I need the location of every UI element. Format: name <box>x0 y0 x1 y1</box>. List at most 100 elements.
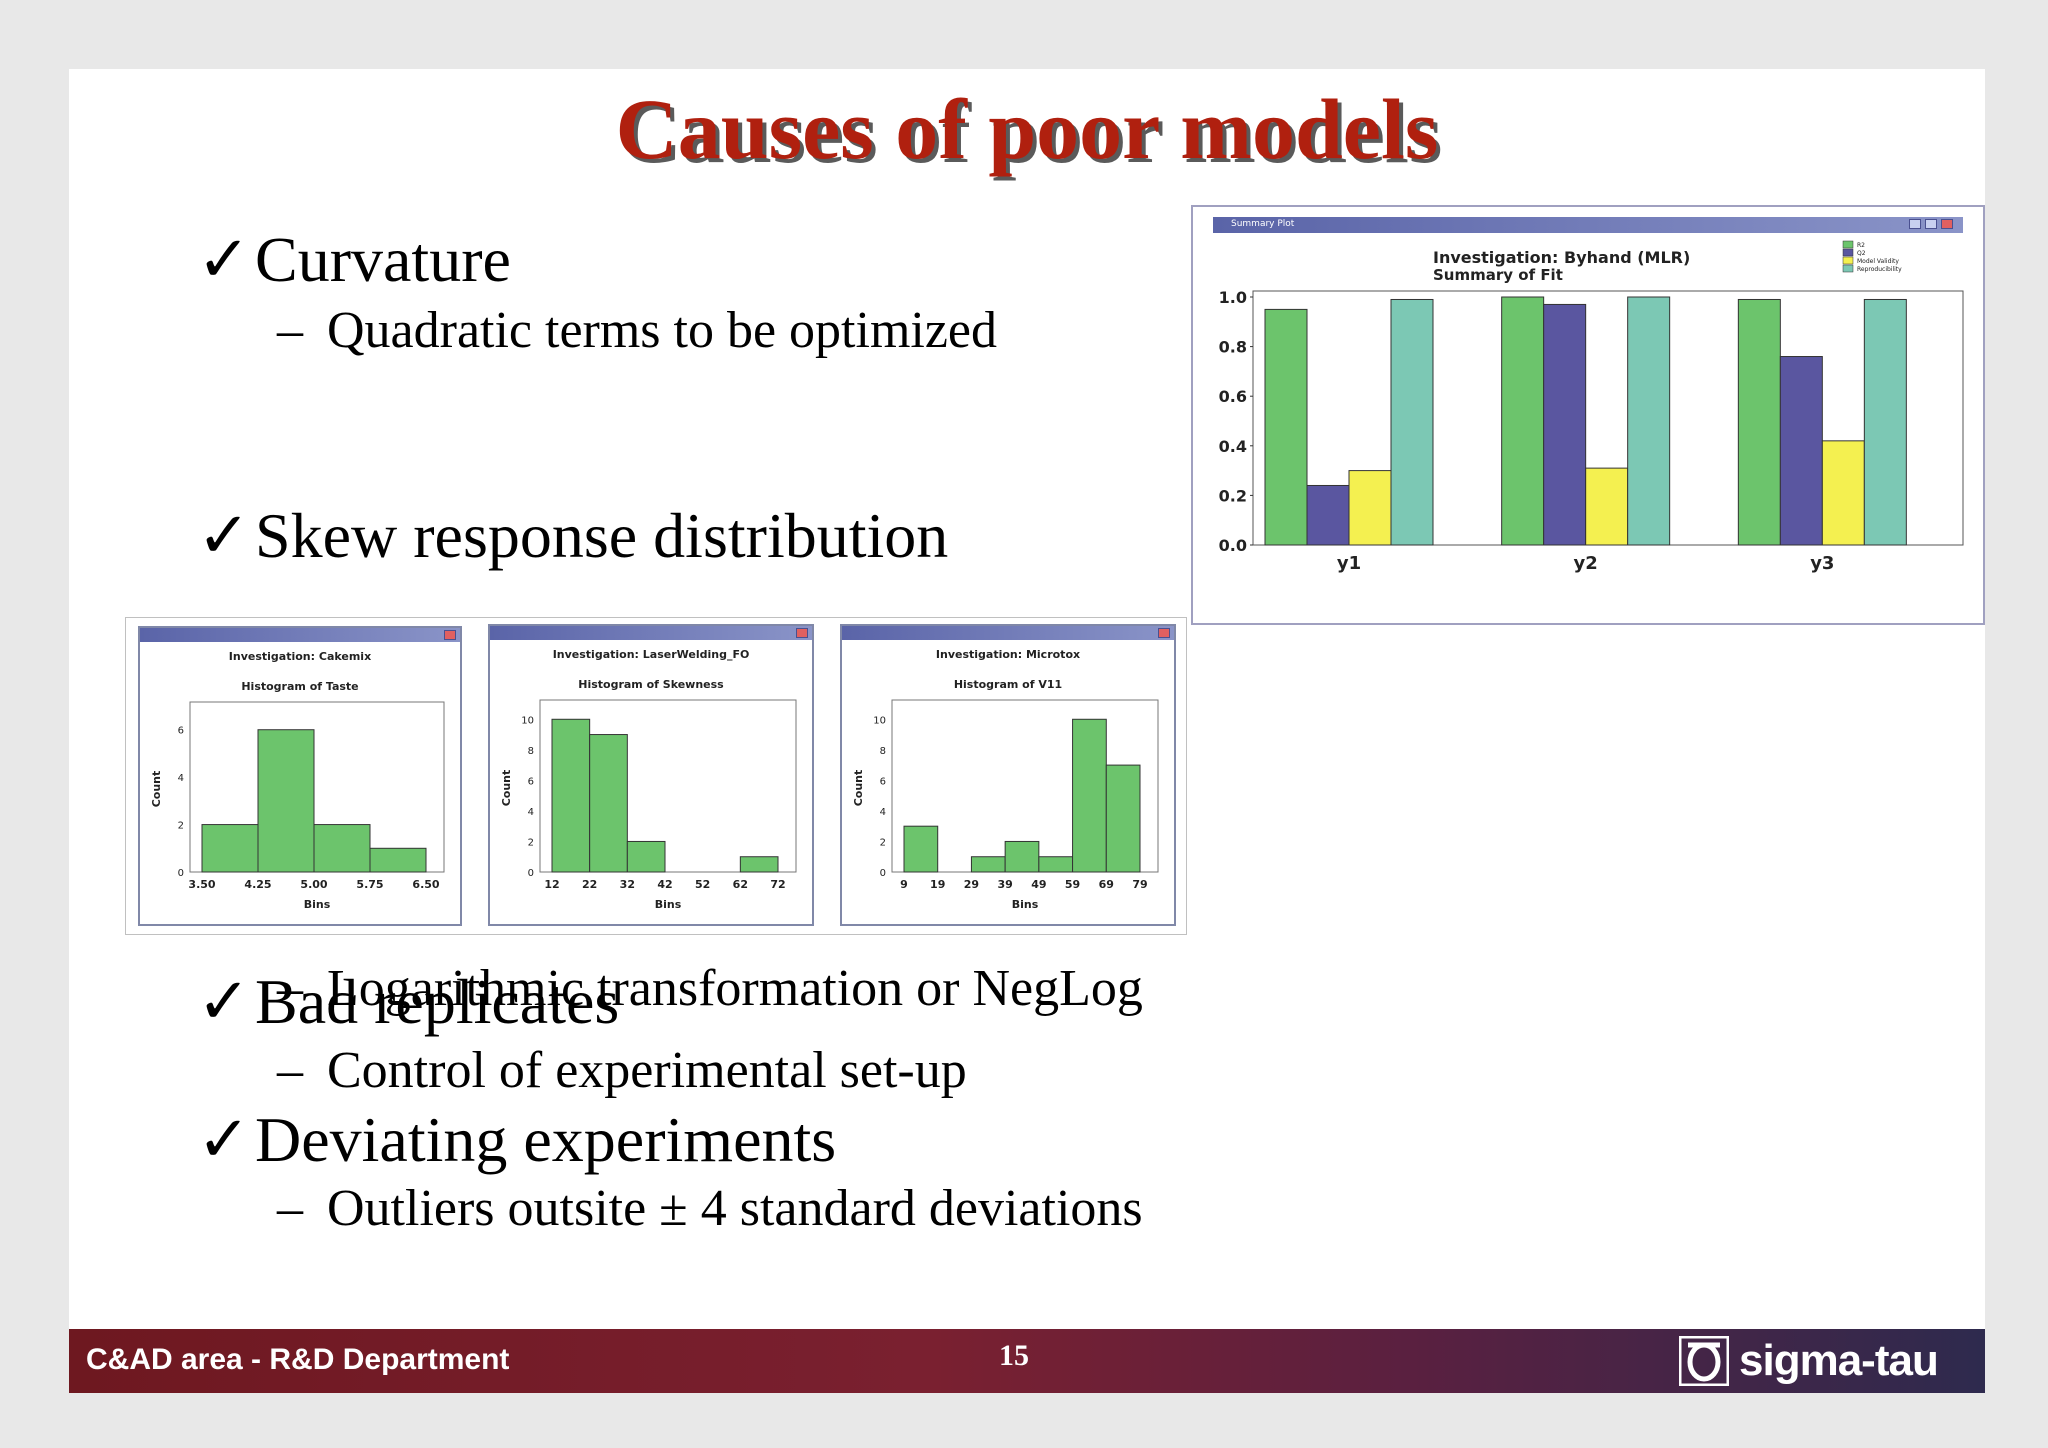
window-titlebar: Summary Plot <box>1213 217 1963 233</box>
bar-y1-2 <box>1348 470 1392 546</box>
bar-y3-3 <box>1863 298 1907 546</box>
hist-bar <box>1105 764 1141 873</box>
x-tick-label: 42 <box>657 878 672 891</box>
y-tick-label: 0 <box>528 868 534 879</box>
footer-department: C&AD area - R&D Department <box>86 1343 510 1376</box>
x-tick-label: 79 <box>1132 878 1147 891</box>
window-title: Summary Plot <box>1231 219 1295 229</box>
x-tick-label: 6.50 <box>412 878 439 891</box>
y-axis-label: Count <box>852 770 865 807</box>
hist-bar <box>201 824 259 873</box>
bar-y3-1 <box>1779 356 1823 546</box>
y-tick-label: 4 <box>178 773 184 784</box>
y-tick-label: 6 <box>178 726 184 737</box>
dash-icon: – <box>277 1042 303 1099</box>
histogram-window-cakemix: Investigation: Cakemix Histogram of Taste… <box>138 626 462 926</box>
minimize-icon[interactable] <box>1909 219 1921 229</box>
y-tick-label: 6 <box>528 776 534 787</box>
hist-bar <box>369 847 427 873</box>
y-tick-label: 0.6 <box>1219 387 1247 406</box>
legend-swatch <box>1842 264 1854 273</box>
hist-bar <box>589 734 628 873</box>
bar-y1-1 <box>1306 484 1350 546</box>
hist-bar <box>1072 718 1107 873</box>
close-icon[interactable] <box>444 630 456 640</box>
hist-bar <box>1038 856 1074 873</box>
y-tick-label: 0 <box>880 868 886 879</box>
sub-bullet-replicates: – Control of experimental set-up <box>277 1041 967 1100</box>
y-tick-label: 0.8 <box>1219 338 1247 357</box>
y-tick-label: 4 <box>880 807 886 818</box>
bar-y2-3 <box>1627 296 1671 546</box>
sub-bullet-curvature: – Quadratic terms to be optimized <box>277 301 997 360</box>
x-tick-label: 29 <box>964 878 979 891</box>
bullet-curvature: ✓Curvature <box>197 223 511 297</box>
hist-bar <box>313 824 371 873</box>
x-tick-label: 32 <box>620 878 635 891</box>
x-tick-label: 5.00 <box>300 878 327 891</box>
y-tick-label: 8 <box>880 746 886 757</box>
hist-bar <box>739 856 779 873</box>
bar-y3-0 <box>1737 298 1781 546</box>
chart-title: Investigation: Byhand (MLR) <box>1433 248 1690 267</box>
hist-bar <box>1004 840 1040 873</box>
y-tick-label: 10 <box>521 715 534 726</box>
hist-subtitle: Histogram of Taste <box>241 680 358 693</box>
check-icon: ✓ <box>197 1104 251 1175</box>
y-tick-label: 2 <box>528 837 534 848</box>
sub-bullet-skew: – Logarithmic transformation or NegLog <box>277 959 1143 1018</box>
y-tick-label: 2 <box>880 837 886 848</box>
hist-bar <box>903 825 939 873</box>
x-tick-label: 59 <box>1065 878 1080 891</box>
x-tick-label: 69 <box>1099 878 1114 891</box>
x-tick-label: y1 <box>1337 553 1361 574</box>
slide: Causes of poor models ✓Curvature – Quadra… <box>69 69 1985 1393</box>
histogram-chart-cakemix: Investigation: Cakemix Histogram of Taste… <box>150 650 445 911</box>
x-tick-label: 72 <box>770 878 785 891</box>
x-tick-label: 4.25 <box>244 878 271 891</box>
x-axis-label: Bins <box>655 898 682 911</box>
hist-bar <box>626 840 666 873</box>
bullet-deviating: ✓Deviating experiments <box>197 1103 836 1177</box>
x-tick-label: 39 <box>997 878 1012 891</box>
hist-title: Investigation: Cakemix <box>229 650 371 663</box>
close-icon[interactable] <box>1158 628 1170 638</box>
sigma-tau-logo-icon <box>1679 1336 1729 1386</box>
footer-bar: C&AD area - R&D Department 15 sigma-tau <box>69 1329 1985 1393</box>
summary-of-fit-chart: Investigation: Byhand (MLR)Summary of Fi… <box>1219 240 1964 574</box>
histogram-window-microtox: Investigation: Microtox Histogram of V11 0… <box>840 624 1176 926</box>
maximize-icon[interactable] <box>1925 219 1937 229</box>
summary-plot-window: Summary Plot Investigation: Byhand (MLR)… <box>1191 205 1985 625</box>
x-axis-label: Bins <box>304 898 331 911</box>
hist-title: Investigation: LaserWelding_FO <box>553 648 750 661</box>
hist-bar <box>551 718 591 873</box>
y-tick-label: 1.0 <box>1219 288 1247 307</box>
x-tick-label: y2 <box>1574 553 1598 574</box>
x-axis-label: Bins <box>1012 898 1039 911</box>
bar-y1-3 <box>1390 298 1434 546</box>
x-tick-label: 12 <box>544 878 559 891</box>
y-tick-label: 0.0 <box>1219 536 1247 555</box>
y-tick-label: 10 <box>873 715 886 726</box>
x-tick-label: 52 <box>695 878 710 891</box>
histogram-chart-laserwelding: Investigation: LaserWelding_FO Histogram … <box>500 648 797 911</box>
legend-label: Q2 <box>1857 250 1866 257</box>
check-icon: ✓ <box>197 500 251 571</box>
close-icon[interactable] <box>796 628 808 638</box>
sigma-tau-logo: sigma-tau <box>1679 1335 1939 1387</box>
page-number: 15 <box>999 1339 1029 1372</box>
legend-swatch <box>1842 256 1854 265</box>
sub-bullet-text: Quadratic terms to be optimized <box>327 302 998 359</box>
close-icon[interactable] <box>1941 219 1953 229</box>
histogram-chart-microtox: Investigation: Microtox Histogram of V11 0… <box>852 648 1159 911</box>
bullet-replicates: ✓Bad replicates <box>197 965 619 1039</box>
bar-y2-2 <box>1585 467 1629 546</box>
check-icon: ✓ <box>197 224 251 295</box>
hist-bar <box>970 856 1006 873</box>
bar-y2-1 <box>1543 303 1587 546</box>
dash-icon: – <box>277 302 303 359</box>
dash-icon: – <box>277 1180 303 1237</box>
legend-label: Model Validity <box>1857 258 1899 265</box>
logo-text: sigma-tau <box>1739 1336 1939 1385</box>
dash-icon: – <box>277 960 303 1017</box>
